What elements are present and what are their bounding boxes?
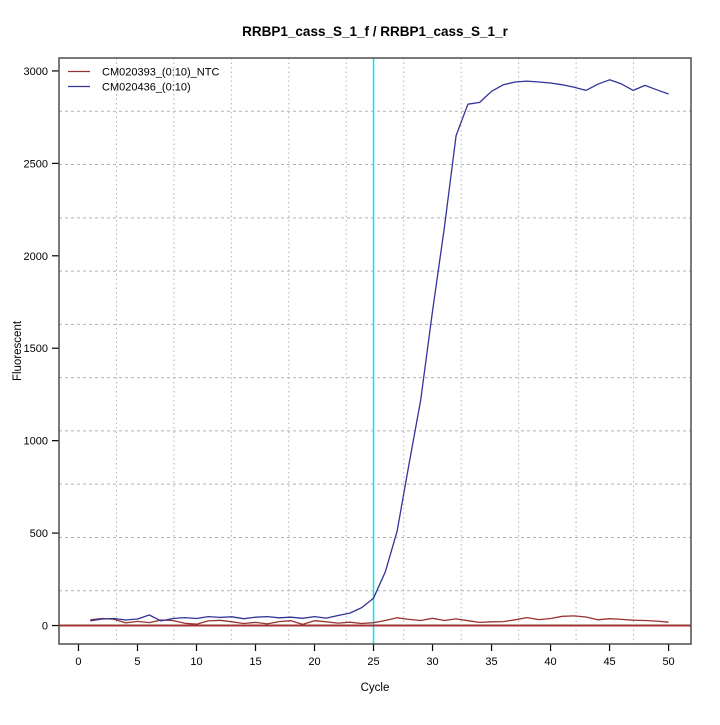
legend-label-sample: CM020436_(0:10) [102,82,191,94]
x-axis-label: Cycle [361,682,390,694]
series-line-0 [90,615,669,626]
x-tick-label: 30 [426,656,438,668]
y-tick-label: 1000 [24,436,48,448]
x-tick-label: 40 [544,656,556,668]
chart-title: RRBP1_cass_S_1_f / RRBP1_cass_S_1_r [242,24,508,39]
y-tick-label: 1500 [24,343,48,355]
x-tick-label: 15 [249,656,261,668]
plot-border [58,57,692,645]
x-tick-label: 50 [662,656,674,668]
grid-lines [59,58,691,644]
y-tick-label: 2500 [24,158,48,170]
x-tick-label: 0 [75,656,81,668]
x-tick-label: 20 [308,656,320,668]
y-axis-label: Fluorescent [12,320,24,381]
x-tick-label: 45 [603,656,615,668]
y-tick-label: 2000 [24,251,48,263]
x-tick-label: 5 [134,656,140,668]
x-tick-label: 35 [485,656,497,668]
y-tick-label: 0 [42,621,48,633]
series-lines [90,79,669,626]
axis-ticks: 0 5 10 15 20 25 30 35 40 45 5005001000150020002500… [24,66,675,668]
y-tick-label: 500 [30,528,48,540]
x-tick-label: 25 [367,656,379,668]
legend: CM020393_(0:10)_NTC CM020436_(0:10) [68,67,219,94]
legend-label-ntc: CM020393_(0:10)_NTC [102,67,219,79]
x-tick-label: 10 [190,656,202,668]
series-line-1 [90,79,669,622]
y-tick-label: 3000 [24,66,48,78]
